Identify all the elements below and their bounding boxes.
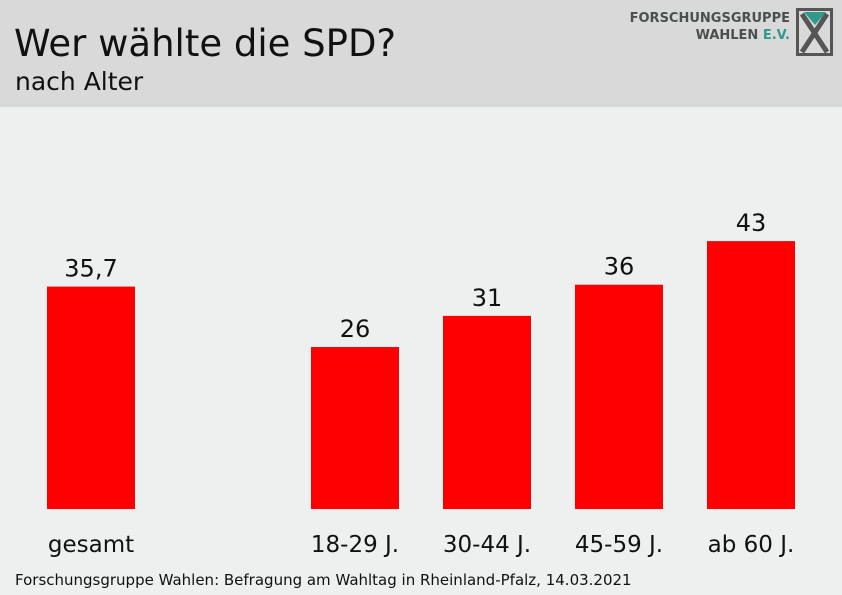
bar-2 (311, 347, 399, 509)
source-note: Forschungsgruppe Wahlen: Befragung am Wa… (15, 571, 632, 589)
category-label-3: 30-44 J. (443, 532, 531, 558)
category-label-1: gesamt (48, 532, 134, 558)
data-label-4: 36 (604, 253, 635, 281)
logo-line-1: FORSCHUNGSGRUPPE (629, 11, 790, 26)
category-label-4: 45-59 J. (575, 532, 663, 558)
header-band: Wer wählte die SPD? nach Alter FORSCHUNG… (0, 0, 842, 107)
bar-3 (443, 315, 531, 509)
data-label-3: 31 (472, 284, 503, 312)
bar-5 (707, 241, 795, 510)
bar-1 (47, 286, 135, 509)
data-label-2: 26 (340, 315, 371, 343)
logo-wahlen: WAHLEN (695, 28, 759, 43)
logo-line-2: WAHLEN E.V. (630, 27, 790, 44)
data-label-1: 35,7 (64, 255, 117, 283)
logo-text: FORSCHUNGSGRUPPE WAHLEN E.V. (630, 10, 790, 44)
logo-icon (796, 8, 833, 56)
chart-subtitle: nach Alter (15, 67, 144, 96)
chart-title: Wer wählte die SPD? (14, 22, 397, 65)
data-label-5: 43 (736, 209, 767, 237)
category-label-5: ab 60 J. (708, 532, 795, 558)
bar-4 (575, 284, 663, 509)
bar-chart: 35,7 gesamt 26 18-29 J. 31 30-44 J. 36 45-59 J.… (47, 209, 795, 558)
category-label-2: 18-29 J. (311, 532, 399, 558)
logo-ev: E.V. (762, 28, 790, 43)
